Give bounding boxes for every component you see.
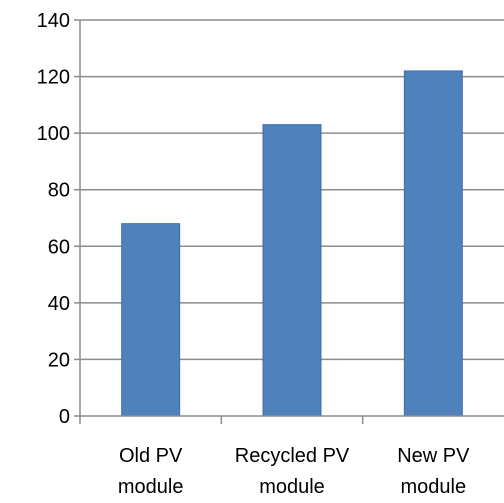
y-tick-label: 20 [48, 349, 70, 371]
category-label: module [118, 476, 184, 498]
y-tick-label: 100 [37, 123, 70, 145]
bar [262, 124, 322, 417]
y-tick-label: 0 [59, 406, 70, 428]
y-tick-label: 140 [37, 10, 70, 32]
y-tick-label: 80 [48, 180, 70, 202]
bar [403, 70, 463, 417]
bars [121, 70, 463, 417]
category-label: Old PV [119, 445, 183, 467]
axes [74, 19, 504, 424]
y-tick-label: 60 [48, 236, 70, 258]
category-labels: Old PV module Recycled PV module New PV modul… [118, 445, 470, 498]
y-tick-label: 40 [48, 293, 70, 315]
bar [121, 223, 181, 417]
category-label: Recycled PV [235, 445, 350, 467]
category-label: module [259, 476, 325, 498]
category-label: module [401, 476, 467, 498]
y-tick-label: 120 [37, 67, 70, 89]
category-label: New PV [397, 445, 470, 467]
y-tick-labels: 0 20 40 60 80 100 120 140 [37, 10, 70, 428]
